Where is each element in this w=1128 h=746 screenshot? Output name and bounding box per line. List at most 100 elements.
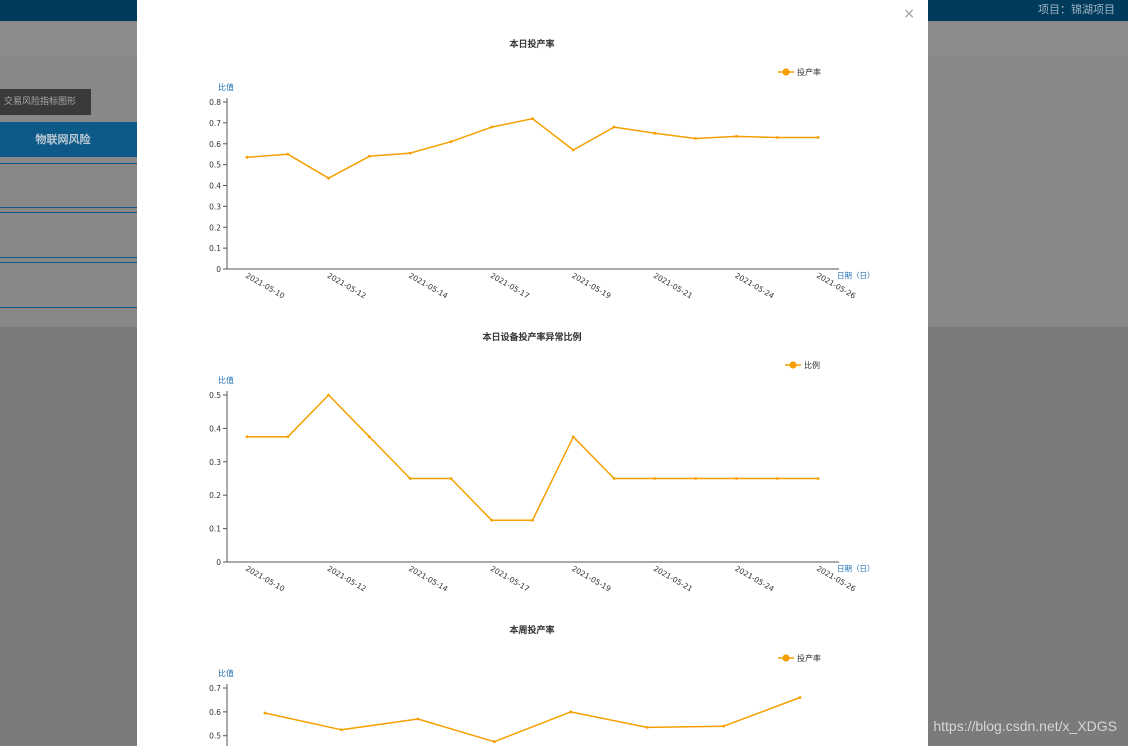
data-point (571, 148, 575, 152)
data-point (694, 477, 698, 480)
data-point (816, 136, 820, 139)
data-point (263, 711, 267, 715)
x-tick-label: 2021-05-10 (244, 564, 286, 594)
y-tick-label: 0.7 (209, 119, 221, 128)
y-tick-label: 0.7 (209, 684, 221, 693)
y-tick-label: 0.1 (209, 525, 221, 534)
sidebar-item-iot-risk[interactable]: 物联网风险 (0, 122, 138, 157)
x-tick-label: 2021-05-12 (326, 564, 368, 594)
data-point (612, 477, 616, 480)
y-tick-label: 0.5 (209, 732, 221, 741)
data-point (531, 518, 534, 522)
data-point (367, 154, 371, 158)
sidebar-divider (0, 212, 138, 213)
data-point (286, 152, 290, 156)
sidebar-divider (0, 163, 138, 164)
x-tick-label: 2021-05-17 (489, 564, 531, 594)
data-point (775, 136, 779, 139)
data-point (286, 435, 290, 439)
x-tick-label: 2021-05-21 (652, 564, 694, 594)
x-tick-label: 2021-05-12 (326, 271, 368, 301)
data-point (735, 477, 738, 480)
y-tick-label: 0.3 (209, 202, 221, 211)
data-point (490, 518, 494, 522)
sidebar-divider (0, 257, 138, 258)
data-point (327, 393, 330, 397)
data-point (653, 477, 657, 480)
x-tick-label: 2021-05-17 (489, 271, 531, 301)
y-tick-label: 0.2 (209, 223, 221, 232)
legend-label: 比例 (804, 360, 820, 370)
chart-title: 本日设备投产率异常比例 (482, 331, 581, 343)
series-line (247, 394, 818, 522)
legend-label: 投产率 (797, 653, 821, 663)
y-tick-label: 0.5 (209, 391, 221, 400)
sidebar-divider (0, 307, 138, 308)
y-tick-label: 0 (216, 265, 221, 274)
data-point (775, 477, 779, 480)
x-tick-label: 2021-05-19 (570, 271, 612, 301)
y-tick-label: 0.3 (209, 458, 221, 467)
x-tick-label: 2021-05-10 (244, 271, 286, 301)
x-tick-label: 2021-05-24 (733, 564, 775, 594)
y-tick-label: 0.4 (209, 182, 221, 191)
legend-marker (789, 361, 797, 369)
project-label[interactable]: 项目：锦湖项目 (1038, 3, 1115, 16)
x-tick-label: 2021-05-24 (733, 271, 775, 301)
data-point (245, 435, 249, 439)
data-point (531, 117, 534, 121)
y-axis-name: 比值 (218, 668, 234, 678)
legend-label: 投产率 (797, 67, 821, 77)
legend-marker (782, 68, 790, 76)
data-point (653, 131, 657, 135)
sidebar-divider (0, 262, 138, 263)
chart-title: 本日投产率 (509, 38, 554, 50)
y-tick-label: 0.5 (209, 161, 221, 170)
x-tick-label: 2021-05-14 (407, 271, 449, 301)
series-line (264, 696, 801, 743)
data-point (694, 137, 698, 140)
watermark-text: https://blog.csdn.net/x_XDGS (933, 718, 1117, 734)
data-point (490, 125, 494, 129)
data-point (327, 176, 330, 180)
data-point (492, 740, 496, 744)
data-point (645, 725, 649, 729)
y-tick-label: 0.6 (209, 708, 221, 717)
y-tick-label: 0.8 (209, 98, 221, 107)
data-point (408, 151, 412, 155)
data-point (569, 710, 573, 714)
data-point (416, 717, 420, 721)
y-axis-name: 比值 (218, 82, 234, 92)
x-tick-label: 2021-05-19 (570, 564, 612, 594)
y-tick-label: 0.1 (209, 244, 221, 253)
chart-title: 本周投产率 (509, 624, 554, 636)
data-point (449, 140, 453, 144)
data-point (735, 135, 738, 138)
y-tick-label: 0 (216, 558, 221, 567)
y-tick-label: 0.6 (209, 140, 221, 149)
x-tick-label: 2021-05-21 (652, 271, 694, 301)
data-point (798, 696, 802, 699)
legend-marker (782, 654, 790, 662)
data-point (722, 724, 725, 728)
data-point (816, 477, 820, 480)
y-tick-label: 0.4 (209, 424, 221, 433)
x-tick-label: 2021-05-14 (407, 564, 449, 594)
sidebar-divider (0, 207, 138, 208)
series-line (246, 117, 818, 179)
charts-canvas: 本日投产率投产率比值00.10.20.30.40.50.60.70.8日期（日）… (209, 38, 875, 746)
data-point (367, 435, 371, 439)
x-axis-name: 日期（日） (837, 271, 875, 280)
chart-modal: × 本日投产率 投产率 比值 0 0.1 0.2 0.3 0.4 0.5 0.6 0.7 0.8 日期（… (137, 0, 928, 746)
y-axis-name: 比值 (218, 375, 234, 385)
data-point (571, 435, 575, 439)
risk-chart-chip[interactable]: 交易风险指标图形 (0, 89, 91, 115)
y-tick-label: 0.2 (209, 491, 221, 500)
data-point (449, 477, 453, 480)
data-point (612, 125, 616, 129)
x-axis-name: 日期（日） (837, 564, 875, 573)
data-point (245, 155, 249, 159)
data-point (408, 477, 412, 480)
close-icon[interactable]: × (903, 6, 915, 22)
data-point (340, 728, 343, 732)
